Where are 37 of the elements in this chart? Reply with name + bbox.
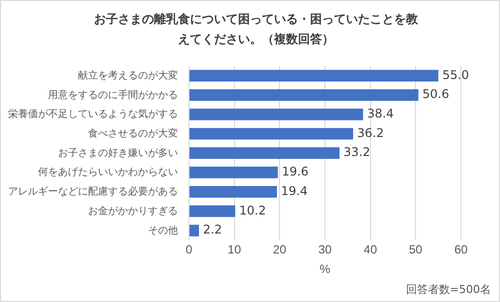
data-label: 19.4 <box>280 184 308 198</box>
x-tick-label: 50 <box>408 242 423 257</box>
y-tick-label: お子さまの好き嫌いが多い <box>58 146 178 159</box>
data-label: 50.6 <box>422 87 450 102</box>
x-tick-label: 0 <box>186 242 193 257</box>
bar <box>190 166 278 178</box>
bar <box>190 205 236 217</box>
y-tick-label: 何をあげたらいいかわからない <box>38 166 178 178</box>
y-tick-label: お金がかかりすぎる <box>88 204 178 217</box>
bar <box>190 89 418 101</box>
y-tick-label: アレルギーなどに配慮する必要がある <box>8 186 178 198</box>
data-label: 38.4 <box>367 106 394 121</box>
bar <box>190 186 277 198</box>
bar <box>190 70 438 82</box>
y-tick-label: その他 <box>148 224 178 236</box>
y-tick-label: 献立を考えるのが大変 <box>78 69 178 82</box>
bar <box>190 224 199 236</box>
bar <box>190 108 364 120</box>
bar <box>190 147 340 159</box>
x-tick-label: 30 <box>318 242 332 257</box>
x-tick-label: 20 <box>272 242 287 257</box>
data-label: 55.0 <box>442 68 470 82</box>
data-label: 2.2 <box>202 222 222 237</box>
data-label: 19.6 <box>282 164 309 179</box>
y-tick-label: 食べさせるのが大変 <box>88 127 178 140</box>
x-tick-label: 40 <box>364 242 378 257</box>
bar <box>190 128 354 140</box>
data-label: 36.2 <box>357 126 384 140</box>
y-tick-label: 栄養価が不足しているような気がする <box>8 108 178 120</box>
data-label: 10.2 <box>239 203 266 218</box>
data-label: 33.2 <box>344 145 370 160</box>
x-tick-label: 60 <box>454 242 468 257</box>
x-axis-title: % <box>320 262 331 276</box>
y-tick-label: 用意をするのに手間がかかる <box>48 88 178 101</box>
chart-title: お子さまの離乳食について困っている・困っていたことを教えてください。（複数回答） <box>93 11 419 48</box>
text: 回答者数=500名 <box>406 282 491 297</box>
x-tick-label: 10 <box>228 242 242 257</box>
